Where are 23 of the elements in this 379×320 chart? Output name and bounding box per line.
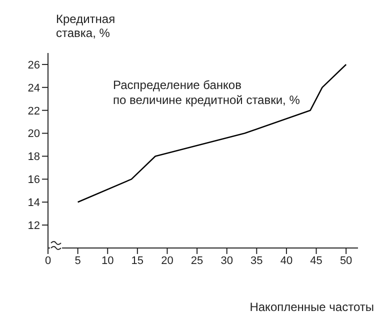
x-tick-label: 5 xyxy=(74,254,81,267)
y-tick-label: 24 xyxy=(28,82,40,94)
y-tick-label: 12 xyxy=(28,220,40,232)
x-tick-label: 15 xyxy=(131,254,144,267)
x-tick-label: 25 xyxy=(190,254,204,267)
y-axis-title: Кредитная ставка, % xyxy=(56,12,116,40)
x-tick-label: 35 xyxy=(250,254,263,267)
x-axis-title: Накопленные частоты xyxy=(250,300,374,314)
line-series xyxy=(77,64,347,203)
y-tick-label: 22 xyxy=(28,105,40,118)
annotation: Распределение банков по величине кредитной ставки, % xyxy=(113,78,300,108)
x-tick-label: 40 xyxy=(280,254,293,267)
x-tick-label: 30 xyxy=(220,254,233,267)
y-tick-label: 14 xyxy=(28,197,40,210)
y-tick-label: 18 xyxy=(28,151,40,164)
x-tick-label: 50 xyxy=(340,254,352,267)
x-tick-label: 0 xyxy=(44,254,52,267)
y-tick-label: 26 xyxy=(28,59,40,72)
y-tick-label: 16 xyxy=(28,174,40,186)
x-tick-label: 45 xyxy=(310,254,322,267)
x-tick-label: 20 xyxy=(161,254,174,267)
x-tick-label: 10 xyxy=(101,254,114,267)
y-tick-label: 20 xyxy=(28,128,40,140)
